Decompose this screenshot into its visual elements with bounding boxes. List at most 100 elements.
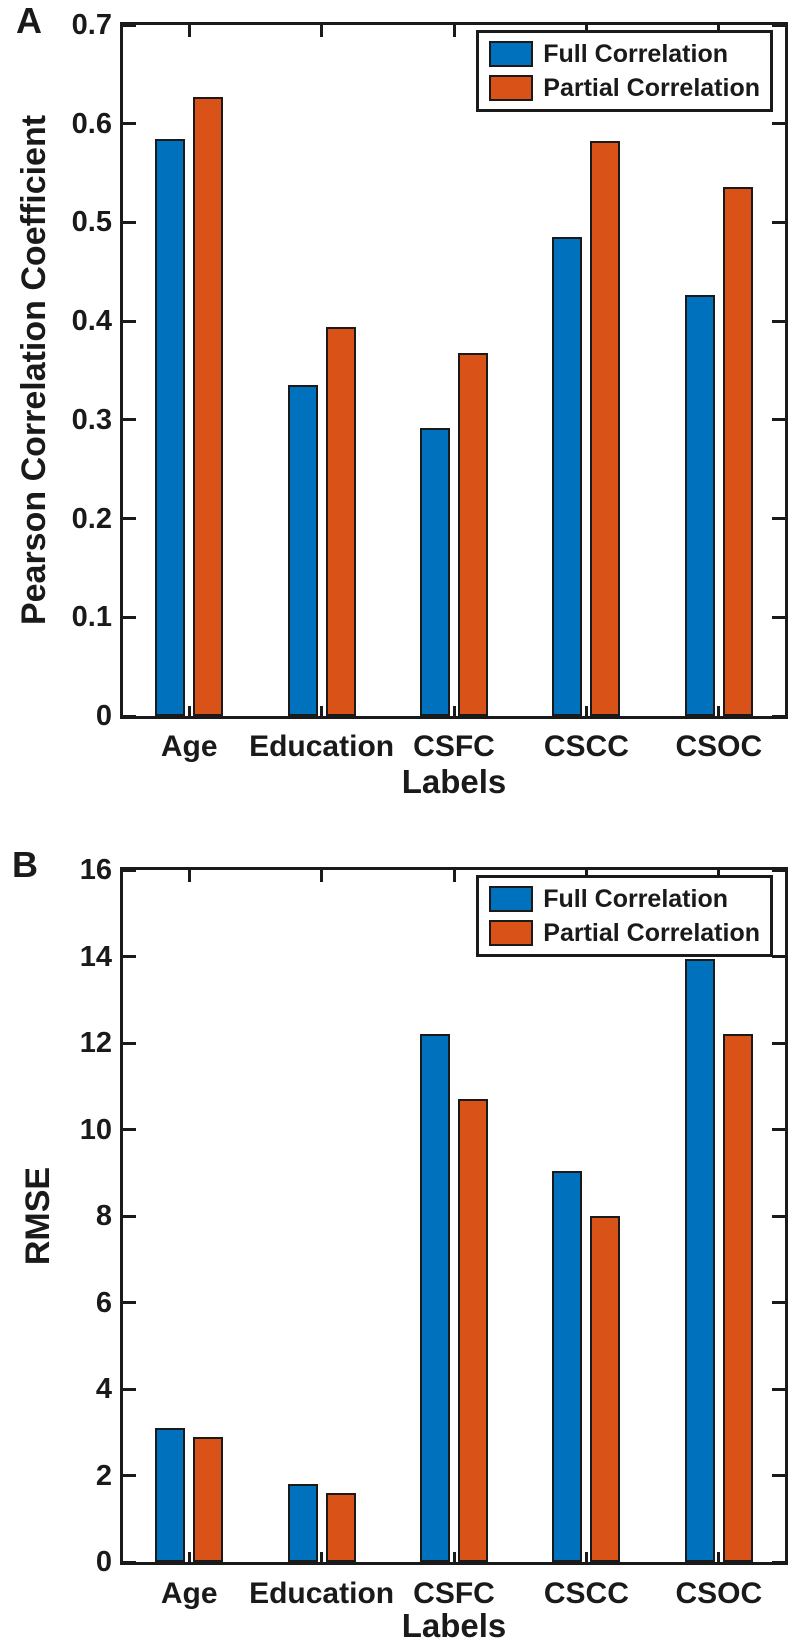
y-tick-mark bbox=[123, 1301, 136, 1304]
bar-cscc-partial-correlation bbox=[590, 140, 621, 716]
x-tick-mark-bottom bbox=[717, 706, 721, 716]
category-label-education: Education bbox=[249, 1577, 395, 1610]
y-axis-tick-label: 8 bbox=[95, 1200, 112, 1232]
bar-cscc-partial-correlation bbox=[590, 1216, 621, 1562]
x-tick-mark-bottom bbox=[187, 706, 191, 716]
x-tick-mark-top bbox=[320, 25, 324, 37]
y-tick-mark bbox=[123, 615, 136, 619]
y-tick-mark bbox=[772, 1560, 785, 1564]
y-tick-mark bbox=[772, 1387, 785, 1391]
category-label-cscc: CSCC bbox=[543, 1577, 629, 1610]
y-tick-mark bbox=[772, 1128, 785, 1131]
x-axis-label-b: Labels bbox=[401, 1607, 507, 1644]
legend-swatch-full-correlation bbox=[489, 886, 534, 912]
bar-age-full-correlation bbox=[155, 1427, 186, 1562]
y-tick-mark bbox=[123, 1041, 136, 1045]
x-tick-mark-top bbox=[187, 25, 191, 37]
bar-csfc-full-correlation bbox=[420, 1034, 450, 1562]
x-tick-mark-bottom bbox=[717, 1552, 721, 1562]
plot-area-b bbox=[120, 867, 788, 1565]
y-axis-tick-label: 6 bbox=[95, 1286, 112, 1319]
panel-label-a: A bbox=[16, 0, 42, 41]
category-label-cscc: CSCC bbox=[543, 730, 629, 763]
y-axis-tick-label: 0.6 bbox=[71, 107, 112, 140]
bar-csoc-full-correlation bbox=[684, 294, 715, 716]
bar-cscc-full-correlation bbox=[552, 1170, 583, 1562]
y-tick-mark bbox=[123, 517, 136, 521]
bar-education-partial-correlation bbox=[325, 327, 356, 716]
legend-swatch-full-correlation bbox=[489, 41, 534, 67]
x-tick-mark-bottom bbox=[452, 706, 456, 716]
y-tick-mark bbox=[772, 955, 785, 958]
y-tick-mark bbox=[123, 1387, 136, 1391]
category-label-education: Education bbox=[249, 730, 395, 763]
bar-age-partial-correlation bbox=[193, 1436, 224, 1562]
x-tick-mark-top bbox=[320, 870, 324, 882]
y-axis-tick-label: 16 bbox=[79, 854, 112, 886]
category-label-csoc: CSOC bbox=[675, 1577, 763, 1610]
x-axis-label-a: Labels bbox=[401, 763, 507, 800]
bar-education-partial-correlation bbox=[325, 1492, 356, 1562]
y-axis-tick-label: 12 bbox=[79, 1027, 112, 1059]
y-axis-label-b: RMSE bbox=[19, 1166, 57, 1266]
category-label-csfc: CSFC bbox=[413, 1577, 495, 1610]
y-tick-mark bbox=[772, 868, 785, 872]
legend: Full Correlation Partial Correlation bbox=[476, 30, 773, 112]
legend-item-full-correlation: Full Correlation bbox=[489, 885, 760, 913]
y-tick-mark bbox=[772, 23, 785, 27]
legend-label: Full Correlation bbox=[543, 885, 728, 913]
category-label-age: Age bbox=[160, 730, 218, 763]
y-tick-mark bbox=[772, 1041, 785, 1045]
y-axis-tick-label: 0.1 bbox=[71, 601, 112, 634]
y-tick-mark bbox=[123, 23, 136, 27]
x-tick-mark-bottom bbox=[584, 1552, 588, 1562]
y-tick-mark bbox=[772, 517, 785, 521]
y-axis-tick-label: 10 bbox=[79, 1113, 112, 1146]
legend-item-partial-correlation: Partial Correlation bbox=[489, 919, 760, 947]
bar-csoc-partial-correlation bbox=[722, 186, 753, 716]
y-tick-mark bbox=[772, 122, 785, 126]
y-tick-mark bbox=[123, 714, 136, 718]
y-tick-mark bbox=[123, 1128, 136, 1131]
y-tick-mark bbox=[123, 955, 136, 958]
legend-swatch-partial-correlation bbox=[489, 75, 534, 101]
y-axis-tick-label: 0.5 bbox=[71, 206, 112, 239]
x-tick-mark-top bbox=[187, 870, 191, 882]
bar-age-full-correlation bbox=[155, 138, 186, 716]
y-tick-mark bbox=[772, 1214, 785, 1218]
bar-csoc-full-correlation bbox=[684, 958, 715, 1562]
y-tick-mark bbox=[772, 615, 785, 619]
y-tick-mark bbox=[772, 714, 785, 718]
bar-age-partial-correlation bbox=[193, 97, 224, 716]
y-tick-mark bbox=[123, 220, 136, 224]
y-axis-tick-label: 0.7 bbox=[71, 9, 112, 41]
bar-csoc-partial-correlation bbox=[722, 1034, 753, 1562]
y-axis-tick-label: 0.2 bbox=[71, 502, 112, 535]
y-axis-tick-label: 0.4 bbox=[71, 305, 112, 338]
y-axis-tick-label: 0 bbox=[95, 1546, 112, 1578]
category-label-age: Age bbox=[160, 1577, 218, 1610]
y-tick-mark bbox=[123, 868, 136, 872]
y-tick-mark bbox=[772, 220, 785, 224]
y-tick-mark bbox=[123, 1560, 136, 1564]
y-axis-tick-label: 0.3 bbox=[71, 403, 112, 436]
x-tick-mark-bottom bbox=[187, 1552, 191, 1562]
legend-item-partial-correlation: Partial Correlation bbox=[489, 74, 760, 102]
y-tick-mark bbox=[772, 1301, 785, 1304]
y-axis-tick-label: 4 bbox=[95, 1373, 112, 1405]
legend-label: Partial Correlation bbox=[543, 919, 760, 947]
legend: Full Correlation Partial Correlation bbox=[476, 875, 773, 957]
y-tick-mark bbox=[123, 1214, 136, 1218]
y-axis-tick-label: 14 bbox=[79, 940, 112, 973]
y-tick-mark bbox=[123, 319, 136, 323]
legend-swatch-partial-correlation bbox=[489, 920, 534, 946]
x-tick-mark-top bbox=[452, 25, 456, 37]
y-axis-tick-label: 2 bbox=[95, 1459, 112, 1492]
category-label-csfc: CSFC bbox=[413, 730, 495, 763]
plot-area-a bbox=[120, 22, 788, 719]
x-tick-mark-top bbox=[452, 870, 456, 882]
bar-education-full-correlation bbox=[287, 385, 318, 716]
